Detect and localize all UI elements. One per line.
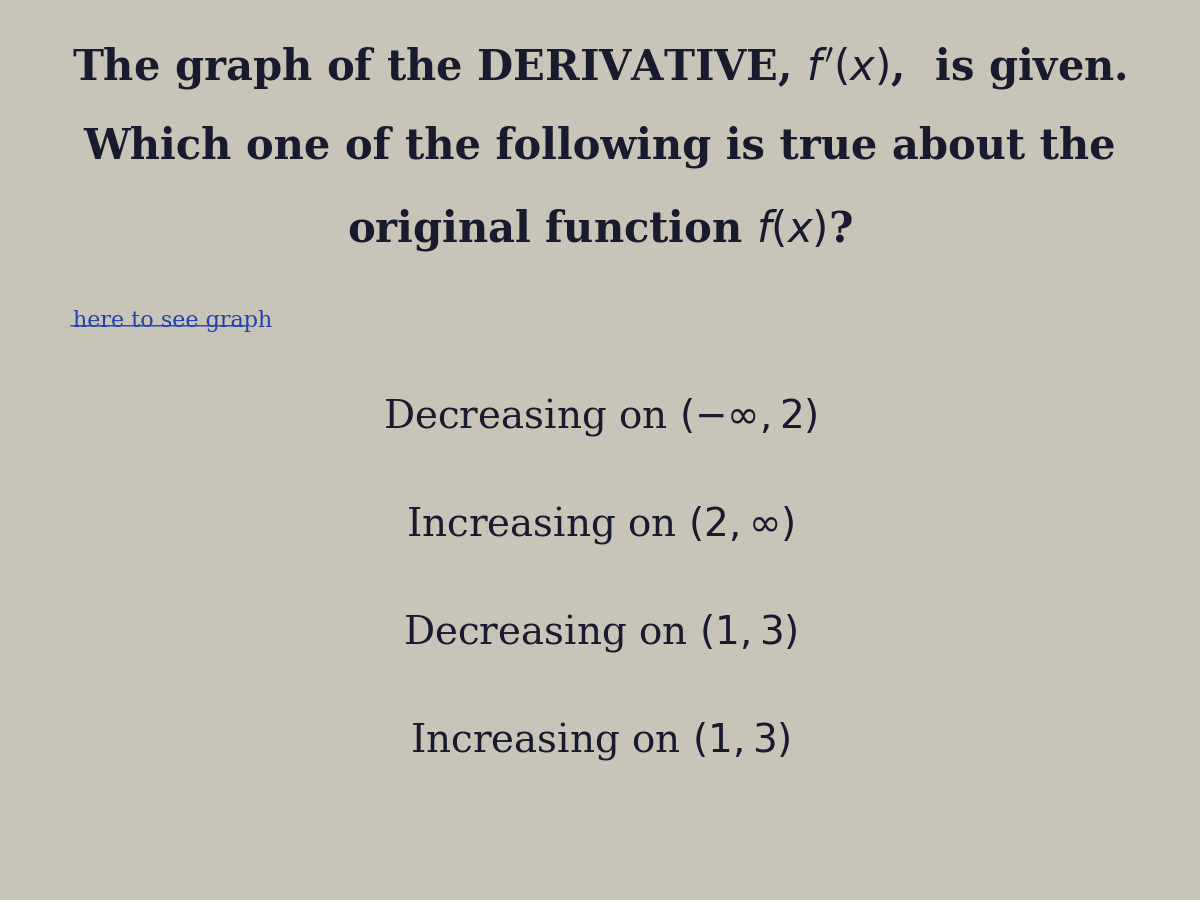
Text: original function $f(x)$?: original function $f(x)$? <box>347 207 853 253</box>
Text: here to see graph: here to see graph <box>73 310 272 332</box>
Text: Which one of the following is true about the: Which one of the following is true about… <box>84 126 1116 168</box>
Text: Decreasing on $(1, 3)$: Decreasing on $(1, 3)$ <box>403 612 797 654</box>
Text: Increasing on $(2, \infty)$: Increasing on $(2, \infty)$ <box>406 504 794 546</box>
Text: Decreasing on $(-\infty, 2)$: Decreasing on $(-\infty, 2)$ <box>383 396 817 438</box>
Text: The graph of the DERIVATIVE, $f'(x)$,  is given.: The graph of the DERIVATIVE, $f'(x)$, is… <box>72 45 1128 91</box>
Text: Increasing on $(1, 3)$: Increasing on $(1, 3)$ <box>409 720 791 762</box>
